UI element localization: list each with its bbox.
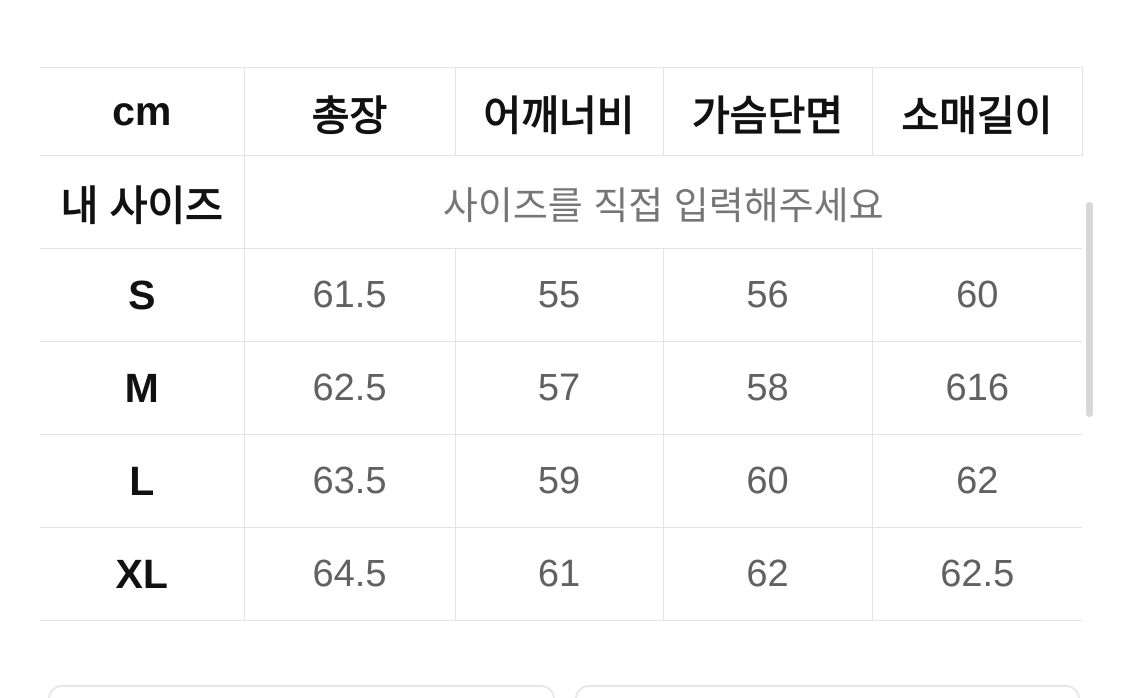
vertical-scrollbar-thumb[interactable] [1086,202,1093,417]
my-size-label: 내 사이즈 [40,155,245,249]
measurement-value: 61 [455,527,664,621]
measurement-value: 60 [663,434,873,528]
size-label: S [40,248,245,342]
table-row-l: L 63.5 59 60 62 [40,434,1082,528]
measurement-value: 58 [663,341,873,435]
size-chart: cm 총장 어깨너비 가슴단면 소매길이 내 사이즈 사이즈를 직접 입력해주세… [40,67,1083,621]
size-label: XL [40,527,245,621]
table-row-m: M 62.5 57 58 616 [40,341,1082,435]
column-header-shoulder: 어깨너비 [455,67,664,156]
size-label: M [40,341,245,435]
measurement-value: 56 [663,248,873,342]
header-row: cm 총장 어깨너비 가슴단면 소매길이 [40,67,1083,156]
bottom-left-button[interactable] [48,685,555,698]
unit-header-cell: cm [40,67,245,156]
measurement-value: 57 [455,341,664,435]
size-label: L [40,434,245,528]
my-size-row: 내 사이즈 사이즈를 직접 입력해주세요 [40,155,1082,249]
column-header-sleeve: 소매길이 [872,67,1083,156]
bottom-right-button[interactable] [575,685,1080,698]
my-size-input[interactable]: 사이즈를 직접 입력해주세요 [244,155,1082,249]
measurement-value: 59 [455,434,664,528]
measurement-value: 62 [663,527,873,621]
column-header-chest: 가슴단면 [663,67,873,156]
measurement-value: 62 [872,434,1082,528]
table-row-xl: XL 64.5 61 62 62.5 [40,527,1082,621]
measurement-value: 63.5 [244,434,456,528]
column-header-chongjang: 총장 [244,67,456,156]
measurement-value: 60 [872,248,1082,342]
measurement-value: 64.5 [244,527,456,621]
measurement-value: 62.5 [244,341,456,435]
size-chart-table: cm 총장 어깨너비 가슴단면 소매길이 내 사이즈 사이즈를 직접 입력해주세… [40,67,1083,621]
measurement-value: 61.5 [244,248,456,342]
table-row-s: S 61.5 55 56 60 [40,248,1082,342]
measurement-value: 616 [872,341,1082,435]
measurement-value: 62.5 [872,527,1082,621]
measurement-value: 55 [455,248,664,342]
